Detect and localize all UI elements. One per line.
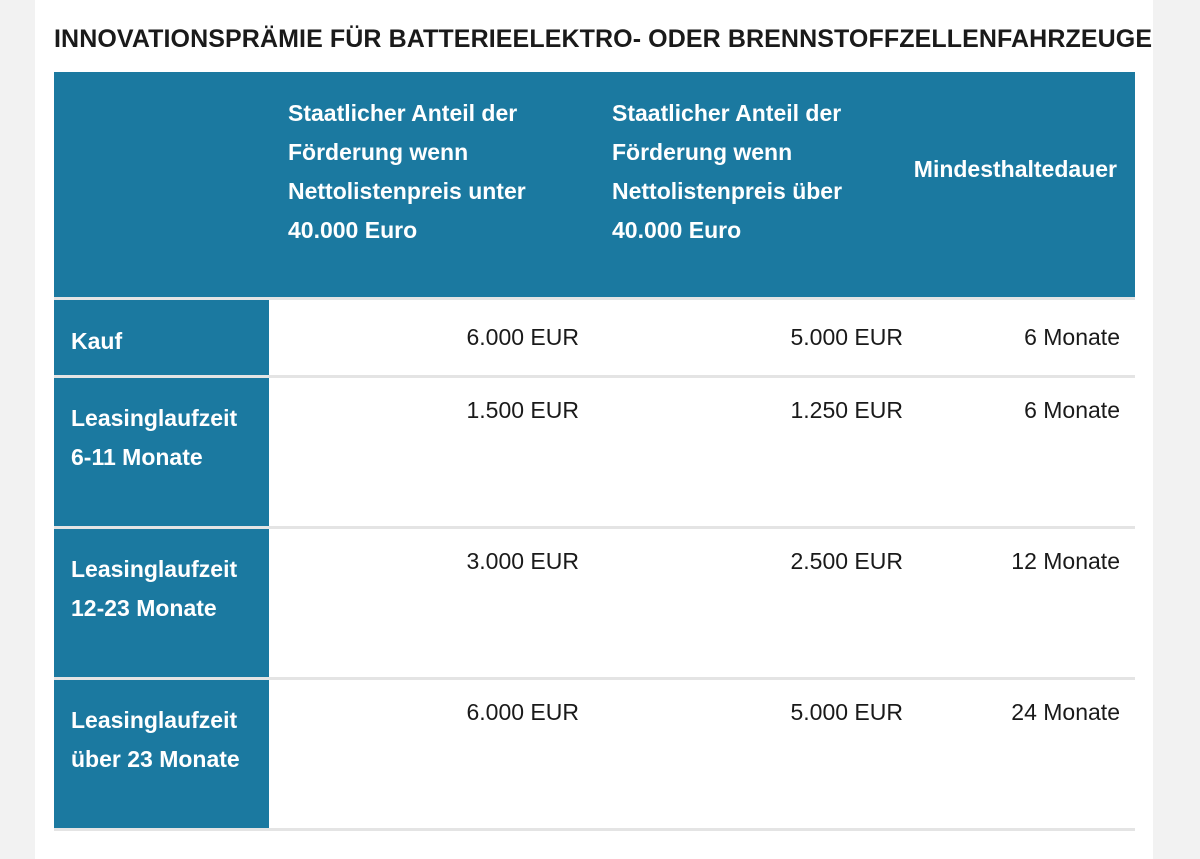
cell-min-duration: 12 Monate (1011, 548, 1120, 574)
table-header-row: Staatlicher Anteil der Förderung wenn Ne… (54, 72, 1135, 297)
cell-over-40000: 2.500 EUR (790, 548, 903, 574)
header-cell-over-40000: Staatlicher Anteil der Förderung wenn Ne… (612, 100, 843, 243)
table-row-leasing-over-23: Leasinglaufzeit über 23 Monate 6.000 EUR… (54, 677, 1135, 831)
cell-under-40000: 6.000 EUR (466, 324, 579, 350)
cell-under-40000: 3.000 EUR (466, 548, 579, 574)
cell-under-40000: 6.000 EUR (466, 699, 579, 725)
table-row-leasing-12-23: Leasinglaufzeit 12-23 Monate 3.000 EUR 2… (54, 526, 1135, 677)
header-cell-under-40000: Staatlicher Anteil der Förderung wenn Ne… (288, 100, 526, 243)
row-label: Leasinglaufzeit 6-11 Monate (54, 378, 269, 526)
cell-min-duration: 6 Monate (1024, 324, 1120, 350)
incentive-table: Staatlicher Anteil der Förderung wenn Ne… (54, 72, 1135, 831)
row-label: Kauf (54, 300, 269, 375)
cell-over-40000: 5.000 EUR (790, 324, 903, 350)
cell-under-40000: 1.500 EUR (466, 397, 579, 423)
cell-min-duration: 6 Monate (1024, 397, 1120, 423)
cell-min-duration: 24 Monate (1011, 699, 1120, 725)
row-label: Leasinglaufzeit über 23 Monate (54, 680, 269, 828)
header-cell-min-duration: Mindesthaltedauer (913, 156, 1117, 182)
table-row-kauf: Kauf 6.000 EUR 5.000 EUR 6 Monate (54, 297, 1135, 375)
table-row-leasing-6-11: Leasinglaufzeit 6-11 Monate 1.500 EUR 1.… (54, 375, 1135, 526)
header-cell-empty (54, 72, 269, 297)
cell-over-40000: 1.250 EUR (790, 397, 903, 423)
table-title: INNOVATIONSPRÄMIE FÜR BATTERIEELEKTRO- O… (54, 25, 1153, 53)
row-label: Leasinglaufzeit 12-23 Monate (54, 529, 269, 677)
cell-over-40000: 5.000 EUR (790, 699, 903, 725)
page: INNOVATIONSPRÄMIE FÜR BATTERIEELEKTRO- O… (35, 0, 1153, 859)
